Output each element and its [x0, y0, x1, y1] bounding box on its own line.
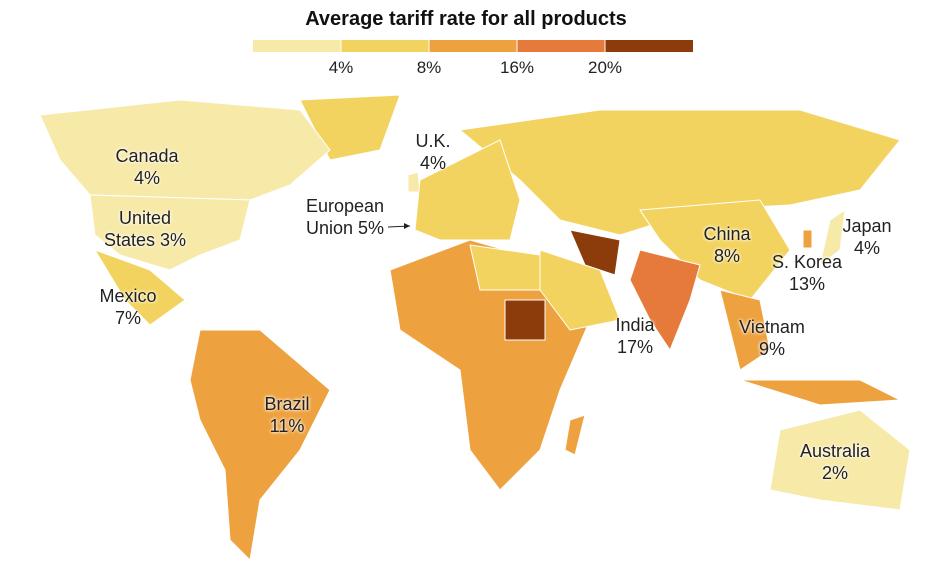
country-label: China 8%	[692, 223, 762, 267]
eu-arrowhead	[404, 223, 410, 229]
legend-tick-label: 20%	[587, 58, 623, 77]
country-rate: 11%	[269, 416, 305, 436]
country-label: Canada 4%	[107, 145, 187, 189]
legend-tick-label: 8%	[416, 58, 442, 77]
country-rate: 4%	[133, 168, 160, 188]
legend-swatch	[253, 40, 341, 52]
country-label: Vietnam 9%	[727, 316, 817, 360]
country-shape	[189, 329, 331, 562]
country-label: U.K. 4%	[403, 130, 463, 174]
country-label: Japan 4%	[832, 215, 902, 259]
country-name: Canada	[115, 146, 179, 166]
country-name: United States	[103, 208, 172, 250]
country-rate: 8%	[713, 246, 740, 266]
country-label: India 17%	[600, 314, 670, 358]
country-name: Australia	[799, 441, 871, 461]
country-rate: 3%	[160, 230, 187, 250]
country-shape	[414, 139, 521, 241]
country-name: China	[703, 224, 751, 244]
country-rate: 5%	[358, 218, 385, 238]
country-name: India	[615, 315, 655, 335]
madagascar	[564, 414, 586, 456]
north-africa	[469, 244, 551, 291]
country-name: Vietnam	[739, 317, 805, 337]
country-rate: 4%	[419, 153, 446, 173]
country-label: S. Korea 13%	[762, 251, 852, 295]
russia-central-asia	[458, 109, 901, 236]
country-rate: 7%	[114, 308, 141, 328]
legend	[253, 40, 693, 56]
country-shape	[769, 409, 911, 511]
indonesia	[739, 379, 902, 406]
sudan	[504, 299, 546, 341]
country-rate: 17%	[616, 337, 654, 357]
country-rate: 4%	[853, 238, 880, 258]
iran	[569, 229, 621, 276]
country-shape	[802, 229, 813, 249]
labeled-countries	[39, 99, 911, 562]
country-label: Australia 2%	[785, 440, 885, 484]
country-shape	[719, 289, 771, 371]
country-name: Brazil	[264, 394, 310, 414]
country-rate: 9%	[758, 339, 785, 359]
country-label: United States 3%	[95, 207, 195, 251]
legend-swatch	[429, 40, 517, 52]
legend-swatch	[605, 40, 693, 52]
country-shape	[629, 249, 701, 352]
legend-swatch	[341, 40, 429, 52]
country-name: Japan	[842, 216, 892, 236]
country-name: Mexico	[99, 286, 157, 306]
country-name: S. Korea	[771, 252, 843, 272]
map-title: Average tariff rate for all products	[305, 8, 627, 30]
legend-tick-label: 16%	[499, 58, 535, 77]
country-label: Brazil 11%	[247, 393, 327, 437]
country-shape	[407, 171, 421, 193]
country-shape	[89, 194, 251, 271]
legend-tick-label: 4%	[328, 58, 354, 77]
country-shape	[819, 208, 846, 267]
country-name: European Union	[305, 196, 385, 238]
legend-swatch	[517, 40, 605, 52]
country-shape	[39, 99, 331, 201]
country-label: European Union 5%	[295, 195, 395, 239]
country-rate: 13%	[788, 274, 826, 294]
background-countries	[299, 94, 902, 491]
country-label: Mexico 7%	[88, 285, 168, 329]
country-shape	[93, 249, 186, 326]
country-name: U.K.	[415, 131, 451, 151]
country-rate: 2%	[821, 463, 848, 483]
